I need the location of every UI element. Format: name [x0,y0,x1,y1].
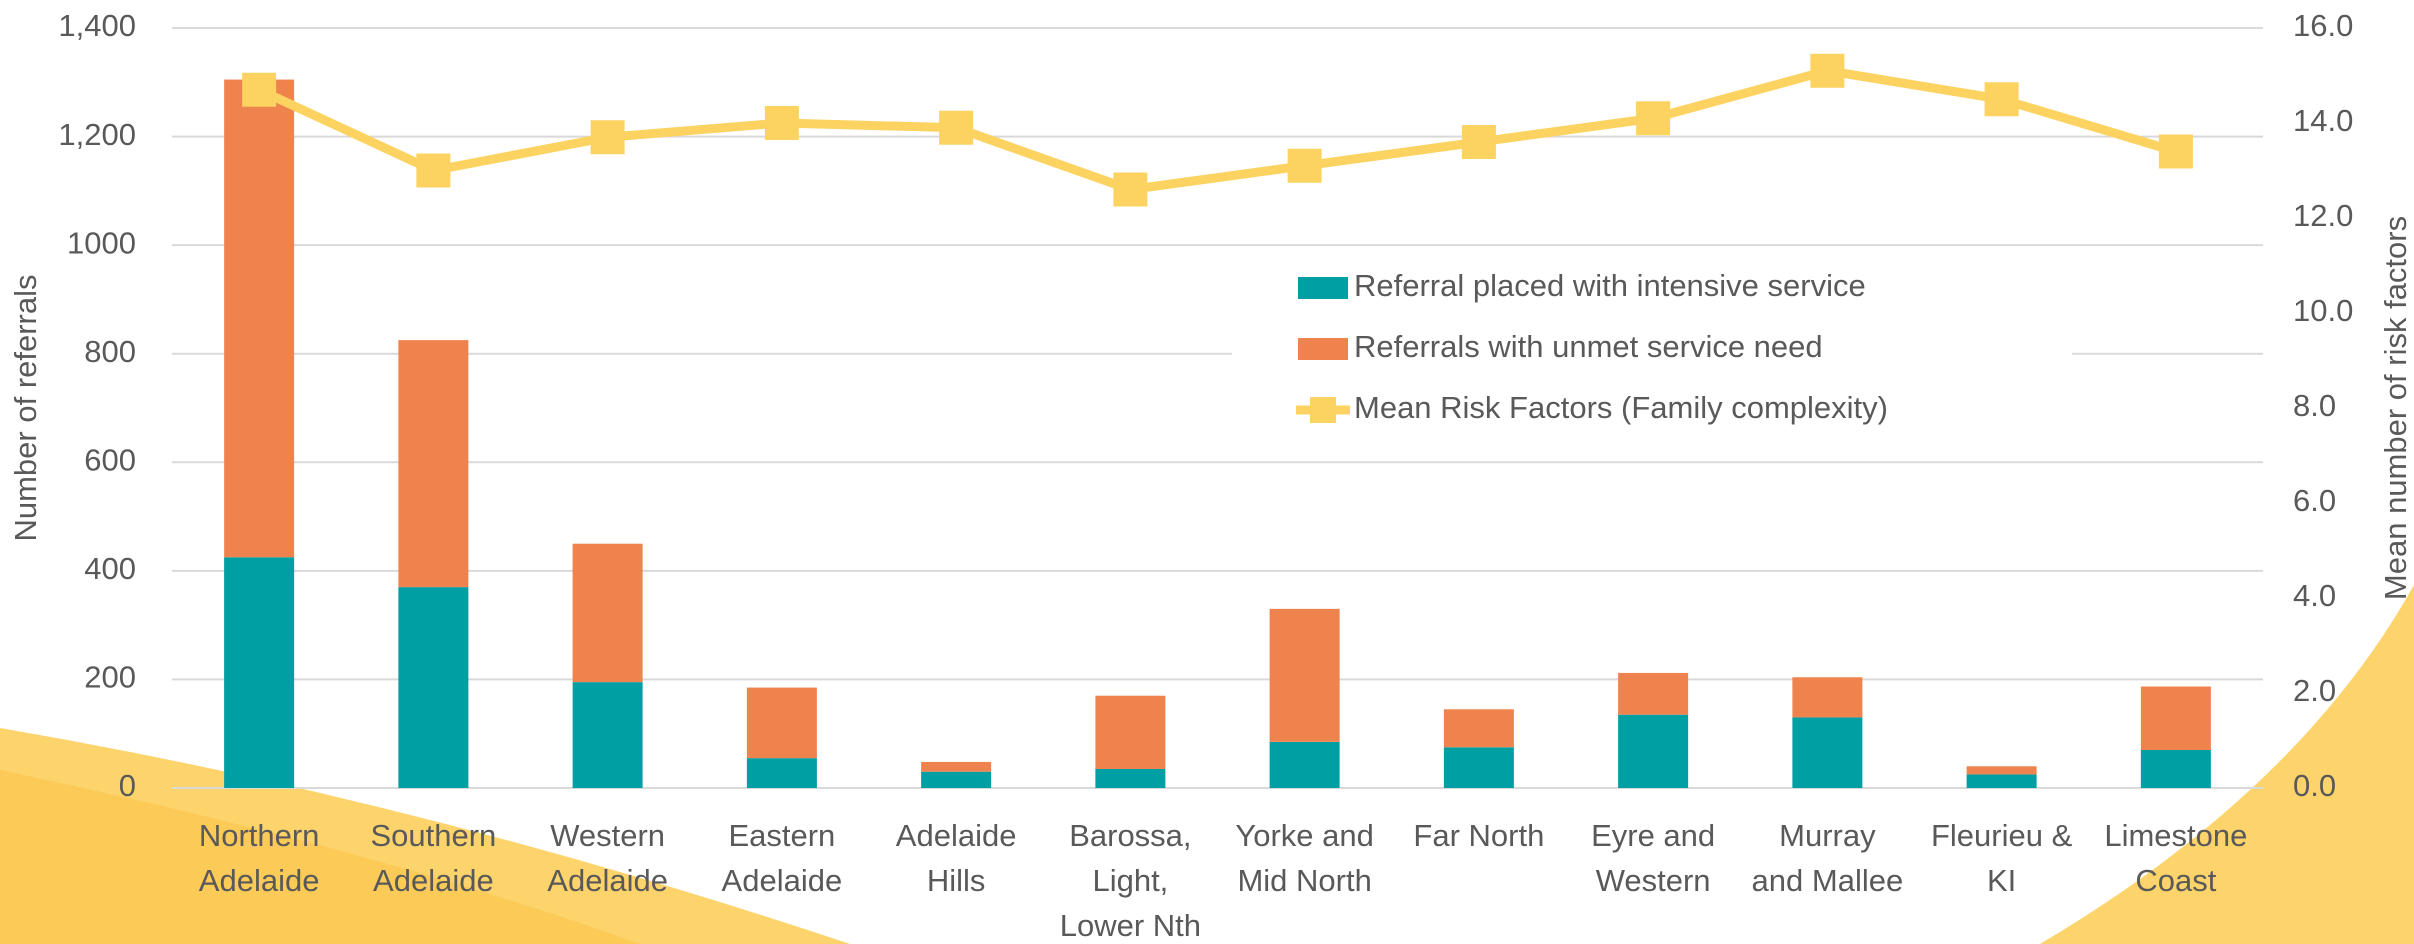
bar [1792,717,1863,788]
y-tick-label: 800 [84,334,136,369]
bar [746,687,817,759]
decor [0,770,640,944]
x-tick-label: Adelaide [199,863,320,898]
bar [1792,677,1863,718]
y-tick-label: 1,200 [58,117,136,152]
y2-axis-title: Mean number of risk factors [2378,216,2413,600]
y2-tick-label: 2.0 [2293,673,2336,708]
x-tick-label: Yorke and [1235,818,1373,853]
grid [172,27,2263,789]
bar [921,761,992,772]
x-tick-label: Light, [1092,863,1168,898]
bar [2140,686,2211,750]
x-tick-label: Western [550,818,665,853]
legend-label: Referrals with unmet service need [1354,329,1823,364]
bar [1966,766,2037,775]
bar [746,758,817,788]
bar [1269,608,1340,742]
marker [1810,53,1845,88]
marker [1984,82,2019,117]
marker [416,153,451,188]
marker [2158,134,2193,169]
bar [572,682,643,788]
x-tick-label: Adelaide [547,863,668,898]
x-tick-label: and Mallee [1752,863,1904,898]
bar [1966,774,2037,788]
legend-label: Mean Risk Factors (Family complexity) [1354,390,1888,425]
line [257,66,2178,194]
x-tick-label: Coast [2135,863,2216,898]
marker [590,120,625,155]
marker [242,72,277,107]
x-tick-label: Western [1596,863,1711,898]
x-tick-label: KI [1987,863,2016,898]
bar [224,79,295,558]
x-tick-label: Northern [199,818,320,853]
legend-label: Referral placed with intensive service [1354,268,1866,303]
x-tick-label: Far North [1413,818,1544,853]
marker [1287,148,1322,183]
legend-swatch [1298,277,1348,299]
legend-swatch [1298,338,1348,360]
x-tick-label: Adelaide [373,863,494,898]
plot [224,53,2211,788]
bar [572,543,643,683]
x-tick-label: Mid North [1237,863,1371,898]
y-tick-label: 1000 [67,225,136,260]
y-tick-label: 400 [84,551,136,586]
bar [921,771,992,788]
y2-tick-label: 8.0 [2293,388,2336,423]
x-tick-label: Adelaide [722,863,843,898]
y2-tick-label: 6.0 [2293,483,2336,518]
bar [1095,695,1166,769]
bar [1618,672,1689,715]
x-tick-label: Eastern [728,818,835,853]
marker [1636,101,1671,136]
x-tick-label: Murray [1779,818,1876,853]
y-tick-label: 0 [119,768,136,803]
x-tick-label: Adelaide [896,818,1017,853]
y-axis-title: Number of referrals [8,274,43,541]
bar [1443,747,1514,788]
x-tick-label: Limestone [2104,818,2247,853]
marker [764,106,799,140]
marker [1461,125,1496,159]
y-tick-label: 600 [84,442,136,477]
bar [1443,709,1514,748]
y-tick-label: 200 [84,660,136,695]
bar [1269,741,1340,788]
bar [398,587,469,788]
bar [1618,714,1689,788]
y2-tick-label: 16.0 [2293,8,2353,43]
y2-tick-label: 0.0 [2293,768,2336,803]
decor [2040,585,2414,944]
marker [939,110,974,145]
y2-tick-label: 10.0 [2293,293,2353,328]
y2-tick-label: 14.0 [2293,103,2353,138]
x-tick-label: Barossa, [1069,818,1191,853]
y2-tick-label: 4.0 [2293,578,2336,613]
marker [1113,172,1148,207]
x-tick-label: Hills [927,863,986,898]
y2-tick-label: 12.0 [2293,198,2353,233]
bar [224,557,295,788]
bar [2140,750,2211,788]
legend-box [1232,248,2072,444]
x-tick-label: Fleurieu & [1931,818,2073,853]
bar [398,340,469,588]
x-tick-label: Southern [370,818,496,853]
x-tick-label: Eyre and [1591,818,1715,853]
legend-swatch [1310,397,1336,423]
bar [1095,769,1166,788]
x-tick-label: Lower Nth [1060,908,1201,943]
y-tick-label: 1,400 [58,8,136,43]
